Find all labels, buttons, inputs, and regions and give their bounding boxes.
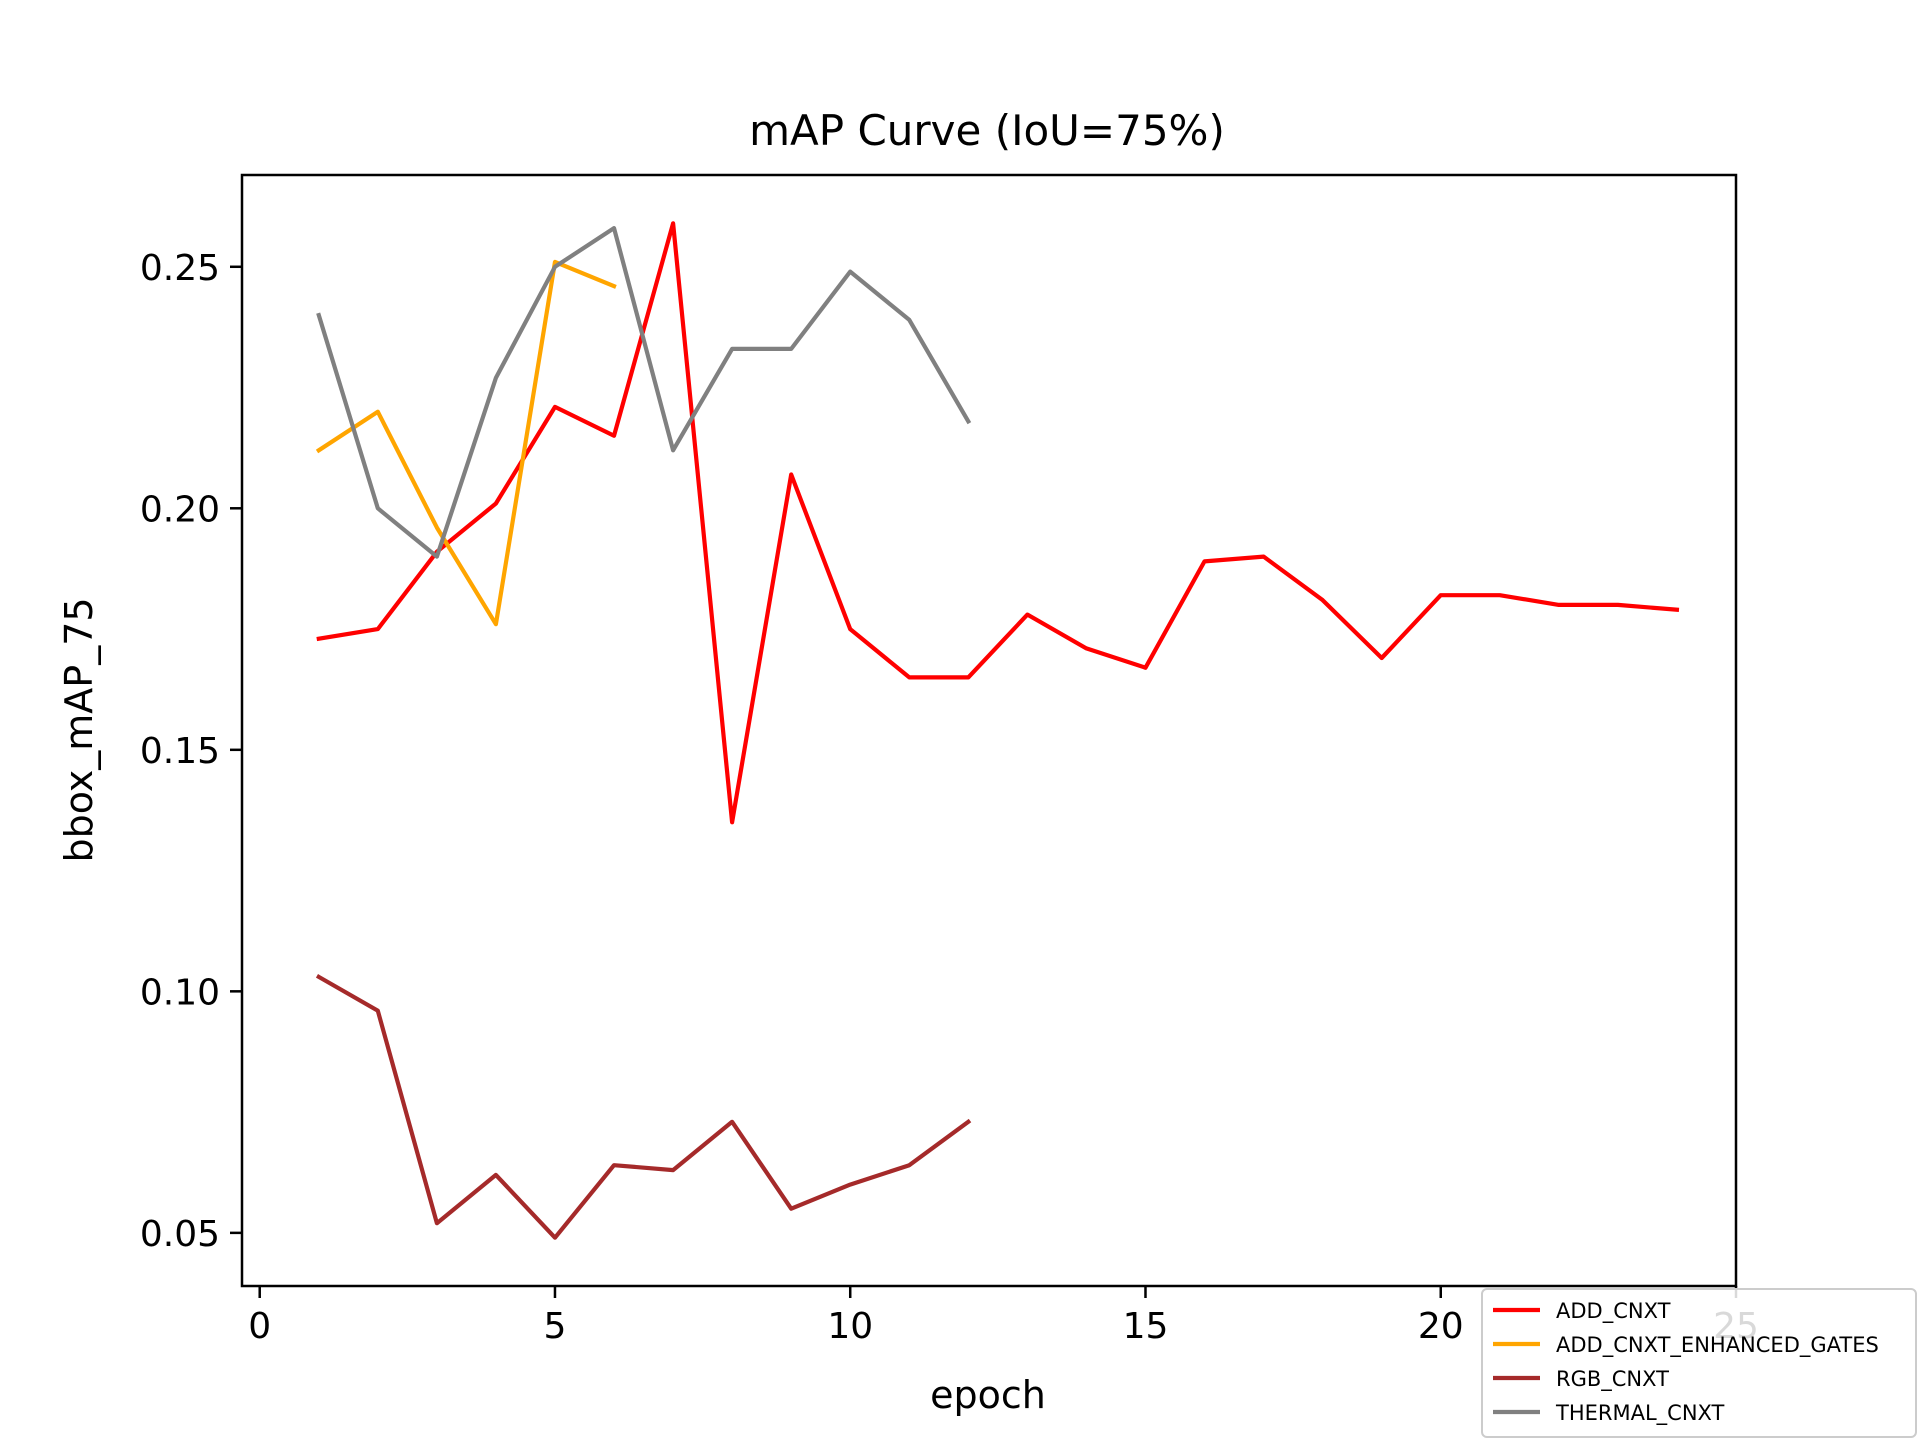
y-axis-label: bbox_mAP_75	[57, 597, 101, 862]
legend-label: ADD_CNXT	[1556, 1299, 1671, 1324]
legend-box	[1481, 1288, 1917, 1438]
series-line-rgb-cnxt	[315, 974, 972, 1240]
x-tick-label: 10	[827, 1306, 873, 1347]
x-tick-label: 15	[1123, 1306, 1169, 1347]
plot-lines	[315, 221, 1680, 1240]
x-tick-label: 5	[544, 1306, 567, 1347]
y-axis-ticks: 0.05 0.10 0.15 0.20 0.25	[140, 248, 242, 1255]
series-line-add-cnxt	[316, 221, 1680, 825]
legend-label: ADD_CNXT_ENHANCED_GATES	[1556, 1333, 1879, 1358]
chart-title: mAP Curve (IoU=75%)	[749, 106, 1225, 155]
legend-label: RGB_CNXT	[1556, 1367, 1669, 1392]
x-tick-label: 0	[248, 1306, 271, 1347]
y-tick-label: 0.25	[140, 248, 220, 289]
y-tick-label: 0.10	[140, 972, 220, 1013]
series-line-add-cnxt-enhanced-gates	[315, 259, 617, 627]
y-tick-label: 0.15	[140, 731, 220, 772]
series-line-thermal-cnxt	[316, 226, 972, 559]
y-tick-label: 0.20	[140, 489, 220, 530]
y-tick-label: 0.05	[140, 1214, 220, 1255]
plot-frame	[240, 173, 1738, 1288]
x-axis-label: epoch	[930, 1373, 1046, 1417]
legend: ADD_CNXT ADD_CNXT_ENHANCED_GATES RGB_CNXT T…	[1481, 1288, 1917, 1438]
x-tick-label: 20	[1418, 1306, 1464, 1347]
legend-label: THERMAL_CNXT	[1555, 1401, 1725, 1426]
